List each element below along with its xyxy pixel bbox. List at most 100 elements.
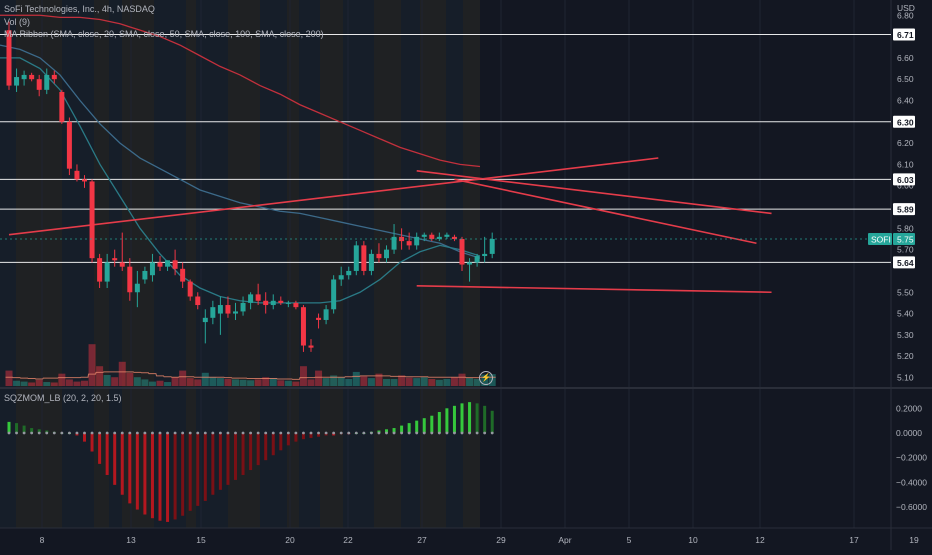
session-band bbox=[320, 0, 343, 528]
candle-body bbox=[21, 74, 27, 80]
volume-ma-line bbox=[5, 371, 496, 380]
squeeze-dot bbox=[256, 431, 260, 435]
momentum-bar bbox=[309, 433, 313, 438]
squeeze-dot bbox=[68, 431, 71, 435]
momentum-tick-label: −0.4000 bbox=[896, 477, 927, 487]
momentum-bar bbox=[128, 433, 132, 504]
squeeze-dot bbox=[128, 431, 132, 435]
time-tick-label: Apr bbox=[558, 535, 571, 545]
volume-bar bbox=[171, 377, 179, 386]
volume-bar bbox=[209, 377, 217, 386]
time-tick-label: 22 bbox=[343, 535, 353, 545]
volume-bar bbox=[269, 378, 277, 386]
momentum-bar bbox=[188, 433, 192, 511]
level-label-box bbox=[893, 173, 915, 186]
squeeze-dot bbox=[407, 431, 411, 435]
candle-body bbox=[165, 260, 171, 267]
volume-bar bbox=[216, 378, 224, 386]
momentum-bar bbox=[475, 403, 479, 433]
candle-body bbox=[474, 256, 480, 263]
squeeze-dot bbox=[249, 431, 253, 435]
squeeze-dot bbox=[430, 431, 434, 435]
level-label: 5.64 bbox=[897, 258, 914, 268]
squeeze-dot bbox=[324, 431, 328, 435]
candle-body bbox=[6, 30, 12, 86]
momentum-bar bbox=[226, 433, 230, 485]
squeeze-dot bbox=[203, 431, 207, 435]
momentum-bar bbox=[400, 425, 404, 433]
squeeze-dot bbox=[90, 431, 94, 435]
squeeze-dot bbox=[483, 431, 487, 435]
momentum-bar bbox=[234, 433, 237, 480]
squeeze-dot bbox=[181, 431, 185, 435]
candle-body bbox=[104, 262, 110, 282]
time-tick-label: 5 bbox=[627, 535, 632, 545]
momentum-bar bbox=[445, 408, 449, 433]
volume-bar bbox=[337, 377, 345, 386]
momentum-bar bbox=[150, 433, 154, 519]
level-label: 6.03 bbox=[897, 175, 914, 185]
squeeze-dot bbox=[392, 431, 396, 435]
candle-body bbox=[240, 302, 246, 312]
volume-bar bbox=[35, 379, 43, 386]
volume-bar bbox=[466, 378, 474, 386]
momentum-bar bbox=[301, 433, 305, 440]
candle-body bbox=[202, 317, 208, 323]
session-band bbox=[420, 0, 446, 528]
candle-body bbox=[248, 294, 254, 303]
squeeze-dot bbox=[60, 431, 64, 435]
squeeze-dot bbox=[370, 431, 373, 435]
volume-bar bbox=[43, 382, 51, 386]
candle-body bbox=[187, 281, 193, 297]
volume-bar bbox=[367, 378, 375, 386]
squeeze-dot bbox=[15, 431, 18, 435]
momentum-bar bbox=[90, 433, 94, 452]
volume-bar bbox=[156, 380, 164, 386]
price-tick-label: 5.20 bbox=[897, 351, 914, 361]
volume-bar bbox=[13, 380, 21, 386]
candle-body bbox=[353, 245, 359, 271]
volume-bar bbox=[141, 379, 149, 386]
momentum-bar bbox=[218, 433, 222, 490]
volume-bar bbox=[164, 382, 172, 386]
ma-ribbon-legend: MA Ribbon (SMA, close, 20, SMA, close, 5… bbox=[4, 29, 324, 39]
candle-body bbox=[195, 296, 201, 306]
candle-body bbox=[51, 74, 57, 80]
last-price-box bbox=[893, 232, 915, 245]
squeeze-dot bbox=[490, 431, 494, 435]
squeeze-dot bbox=[75, 431, 79, 435]
squeeze-dot bbox=[135, 431, 139, 435]
candle-body bbox=[459, 238, 465, 265]
candle-body bbox=[127, 266, 133, 293]
momentum-bar bbox=[452, 405, 456, 433]
squeeze-dot bbox=[347, 431, 351, 435]
volume-bar bbox=[428, 378, 436, 386]
bolt-icon[interactable]: ⚡ bbox=[479, 371, 493, 385]
price-tick-label: 6.40 bbox=[897, 95, 914, 105]
squeeze-dot bbox=[120, 431, 124, 435]
momentum-bar bbox=[460, 403, 464, 433]
squeeze-dot bbox=[437, 431, 441, 435]
squeeze-dot bbox=[354, 431, 358, 435]
squeeze-dot bbox=[385, 431, 388, 435]
squeeze-dot bbox=[264, 431, 268, 435]
level-label: 5.89 bbox=[897, 205, 914, 215]
squeeze-dot bbox=[151, 431, 154, 435]
squeeze-dot bbox=[98, 431, 101, 435]
squeeze-dot bbox=[219, 431, 222, 435]
price-tick-label: 6.20 bbox=[897, 138, 914, 148]
momentum-bar bbox=[264, 433, 268, 461]
squeeze-dot bbox=[45, 431, 49, 435]
squeeze-dot bbox=[241, 431, 245, 435]
momentum-bar bbox=[422, 418, 426, 433]
momentum-bar bbox=[173, 433, 177, 520]
squeeze-dot bbox=[309, 431, 313, 435]
candle-body bbox=[368, 253, 374, 271]
time-tick-label: 27 bbox=[417, 535, 427, 545]
volume-bar bbox=[345, 378, 353, 386]
squeeze-dot bbox=[460, 431, 464, 435]
trendline bbox=[8, 157, 659, 236]
session-band bbox=[186, 0, 196, 528]
candle-body bbox=[391, 236, 397, 250]
time-tick-label: 29 bbox=[496, 535, 506, 545]
